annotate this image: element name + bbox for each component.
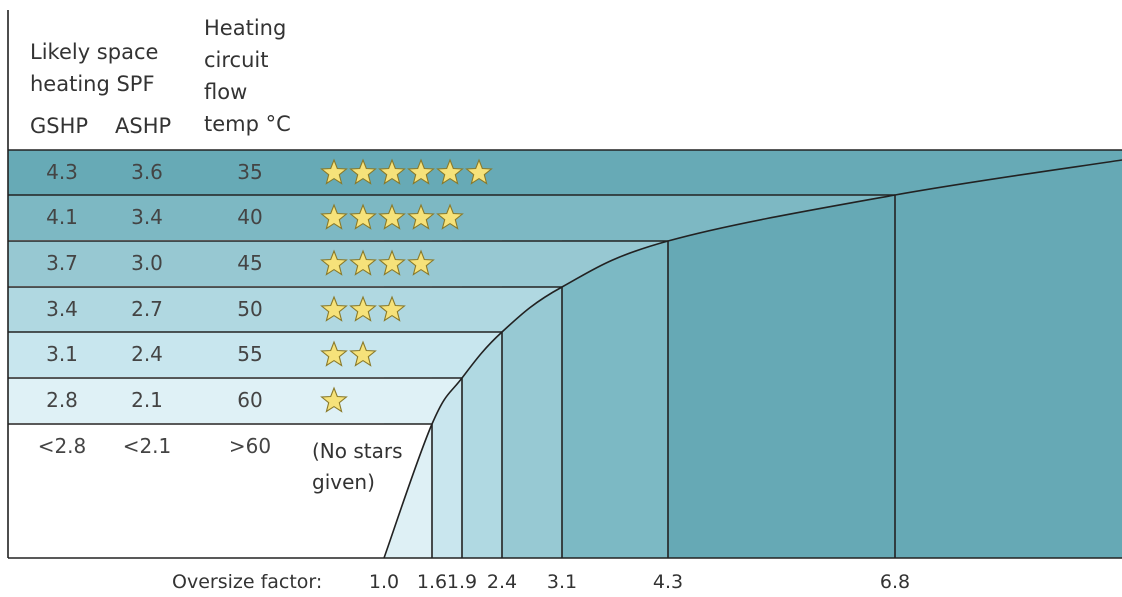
rating-star-icon	[465, 158, 493, 185]
cell-ashp: 2.1	[131, 388, 163, 412]
cell-gshp: 2.8	[46, 388, 78, 412]
cell-ashp: 3.6	[131, 160, 163, 184]
flow-temp-header: Heating circuit flow temp °C	[204, 16, 291, 136]
cell-ashp: 3.4	[131, 205, 163, 229]
rating-star-icon	[407, 203, 435, 230]
rating-star-icon	[349, 340, 377, 367]
cell-gshp: 3.7	[46, 251, 78, 275]
cell-ashp: 2.7	[131, 297, 163, 321]
cell-flow: 50	[237, 297, 262, 321]
rating-star-icon	[320, 158, 348, 185]
gshp-header: GSHP	[30, 114, 89, 138]
cell-gshp: 4.3	[46, 160, 78, 184]
x-axis-label: Oversize factor:	[172, 571, 322, 593]
rating-star-icon	[436, 158, 464, 185]
cell-ashp: 3.0	[131, 251, 163, 275]
rating-star-icon	[349, 249, 377, 276]
cell-flow: >60	[229, 434, 271, 458]
rating-star-icon	[378, 249, 406, 276]
cell-ashp: 2.4	[131, 342, 163, 366]
cell-flow: 45	[237, 251, 262, 275]
rating-star-icon	[349, 158, 377, 185]
x-tick-label: 4.3	[653, 571, 683, 593]
no-stars-note: (No stars	[312, 439, 403, 463]
rating-star-icon	[378, 203, 406, 230]
x-tick-label: 2.4	[487, 571, 517, 593]
no-stars-note: given)	[312, 470, 375, 494]
rating-star-icon	[349, 295, 377, 322]
cell-gshp: 3.4	[46, 297, 78, 321]
rating-star-icon	[407, 158, 435, 185]
cell-ashp: <2.1	[123, 434, 172, 458]
cell-gshp: 3.1	[46, 342, 78, 366]
rating-star-icon	[320, 203, 348, 230]
x-tick-label: 1.9	[447, 571, 477, 593]
oversize-region	[895, 150, 1122, 558]
spf-header: Likely space heating SPF	[30, 40, 159, 96]
rating-star-icon	[407, 249, 435, 276]
rating-star-icon	[320, 249, 348, 276]
x-tick-label: 6.8	[880, 571, 910, 593]
rating-star-icon	[378, 295, 406, 322]
cell-flow: 40	[237, 205, 262, 229]
cell-flow: 35	[237, 160, 262, 184]
x-tick-label: 1.6	[417, 571, 447, 593]
x-tick-label: 3.1	[547, 571, 577, 593]
cell-gshp: 4.1	[46, 205, 78, 229]
cell-gshp: <2.8	[38, 434, 87, 458]
rating-star-icon	[320, 386, 348, 413]
ashp-header: ASHP	[115, 114, 172, 138]
cell-flow: 60	[237, 388, 262, 412]
rating-star-icon	[436, 203, 464, 230]
rating-star-icon	[378, 158, 406, 185]
rating-star-icon	[349, 203, 377, 230]
x-tick-label: 1.0	[369, 571, 399, 593]
rating-star-icon	[320, 295, 348, 322]
cell-flow: 55	[237, 342, 262, 366]
rating-star-icon	[320, 340, 348, 367]
oversize-curve	[383, 159, 1122, 559]
